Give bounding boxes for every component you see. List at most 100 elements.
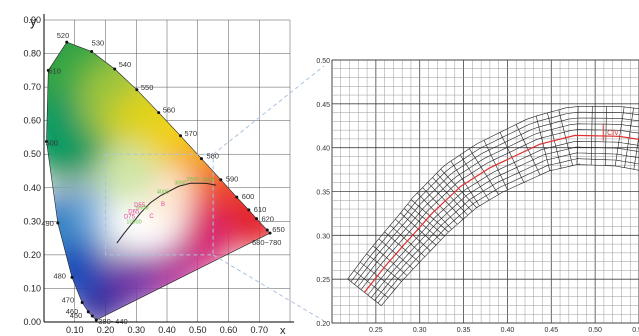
wavelength-point (135, 88, 139, 92)
right-y-tick-label: 0.45 (316, 102, 330, 109)
wavelength-label: 580 (206, 152, 219, 161)
wavelength-label: 450 (70, 311, 83, 320)
wavelength-label: 520 (57, 31, 70, 40)
y-tick-label: 0.00 (23, 317, 41, 327)
y-tick-label: 0.70 (23, 82, 41, 92)
wavelength-label: 470 (62, 296, 75, 305)
wavelength-label: 500 (45, 138, 58, 147)
wavelength-label: 620 (261, 215, 274, 224)
wavelength-label: 600 (242, 192, 255, 201)
x-tick-label: 0.10 (66, 325, 84, 335)
planckian-locus (116, 182, 217, 244)
chromaticity-diagram: 0.00 0.10 0.20 0.30 0.40 0.50 0.60 0.70 0.80 0.90… (23, 14, 294, 336)
right-x-tick-label: 0.35 (457, 327, 471, 334)
x-tick-label: 0.20 (97, 325, 115, 335)
right-x-tick-label: 0.25 (369, 327, 383, 334)
illuminant-label: B (161, 202, 165, 208)
x-tick-label: 0.60 (220, 325, 238, 335)
planckian-locus-red (364, 134, 639, 293)
zoom-region-box (105, 153, 214, 256)
wavelength-point (86, 310, 90, 314)
wavelength-point (70, 275, 74, 279)
color-gamut-fill (46, 42, 270, 320)
wavelength-label: 460 (66, 307, 79, 316)
wavelength-point (46, 68, 50, 72)
y-axis-title: y (30, 14, 37, 29)
wavelength-point (265, 228, 269, 232)
x-tick-label: 0.50 (189, 325, 207, 335)
right-tick-labels: 0.20 0.25 0.30 0.35 0.40 0.45 0.50 0.25 0.30 0.35… (316, 58, 639, 334)
wavelength-label: 510 (48, 66, 61, 75)
x-axis-title: x (280, 325, 286, 336)
wavelength-point (56, 221, 60, 225)
color-temperature-label: 2500 (187, 177, 199, 183)
color-temperature-label: 2000 (202, 177, 214, 183)
gamut-color-spot (97, 144, 158, 205)
planckian-locus-detail-chart: CIV 0.20 0.25 0.30 0.35 0.40 0.45 0.50 0.25 0.30… (316, 58, 639, 334)
right-y-tick-label: 0.35 (316, 190, 330, 197)
wavelength-label: 530 (92, 39, 105, 48)
right-y-tick-label: 0.30 (316, 233, 330, 240)
wavelength-label: 680~780 (252, 238, 281, 247)
y-tick-label: 0.60 (23, 116, 41, 126)
wavelength-point (247, 208, 251, 212)
x-tick-label: 0.70 (250, 325, 268, 335)
wavelength-label: 560 (163, 106, 176, 115)
color-temperature-label: 10000 (126, 219, 141, 225)
wavelength-point (235, 195, 239, 199)
wavelength-label: 590 (226, 175, 239, 184)
right-y-tick-label: 0.40 (316, 146, 330, 153)
zoom-connectors (212, 65, 325, 322)
zoom-connector-top (212, 65, 325, 155)
isotemperature-mesh: CIV (347, 106, 639, 306)
wavelength-point (90, 50, 94, 54)
wavelength-point (179, 134, 183, 138)
wavelength-point (65, 40, 69, 44)
illuminant-label: D55 (134, 203, 146, 209)
y-tick-label: 0.40 (23, 183, 41, 193)
right-x-tick-label: 0.30 (413, 327, 427, 334)
y-tick-label: 0.30 (23, 216, 41, 226)
color-temperature-label: 4000 (157, 189, 169, 195)
wavelength-point (254, 217, 258, 221)
wavelength-label: 610 (254, 205, 267, 214)
wavelength-point (80, 301, 84, 305)
wavelength-point (94, 318, 98, 322)
wavelength-label: 380~440 (98, 317, 127, 326)
y-tick-label: 0.90 (23, 15, 41, 25)
series-label: CIV (607, 130, 619, 137)
right-x-tick-label: 0.45 (544, 327, 558, 334)
spectral-locus-outline (46, 41, 271, 321)
illuminant-label: D65 (128, 210, 140, 216)
wavelength-point (199, 157, 203, 161)
wavelength-point (90, 314, 94, 318)
wavelength-point (113, 67, 117, 71)
right-y-tick-label: 0.20 (316, 321, 330, 328)
wavelength-label: 570 (185, 129, 198, 138)
wavelength-label: 650 (272, 225, 285, 234)
right-x-tick-label: 0.55 (632, 327, 639, 334)
right-x-tick-label: 0.40 (501, 327, 515, 334)
color-temperature-label: 6500 (136, 206, 148, 212)
wavelength-label: 480 (53, 271, 66, 280)
y-tick-label: 0.80 (23, 49, 41, 59)
wavelength-label: 490 (41, 219, 54, 228)
wavelength-label: 550 (141, 83, 154, 92)
wavelength-point (44, 139, 48, 143)
y-tick-label: 0.10 (23, 283, 41, 293)
color-temperature-label: 3000 (174, 180, 186, 186)
isotemperature-line (347, 278, 382, 306)
x-tick-label: 0.30 (127, 325, 145, 335)
left-axes: 0.00 0.10 0.20 0.30 0.40 0.50 0.60 0.70 0.80 0.90… (23, 14, 294, 336)
x-tick-label: 0.40 (158, 325, 176, 335)
right-y-tick-label: 0.25 (316, 277, 330, 284)
illuminant-label: D75 (124, 214, 136, 220)
illuminant-label: C (149, 214, 154, 220)
wavelength-point (268, 231, 272, 235)
right-x-tick-label: 0.50 (588, 327, 602, 334)
zoom-connector-bottom (212, 254, 325, 322)
